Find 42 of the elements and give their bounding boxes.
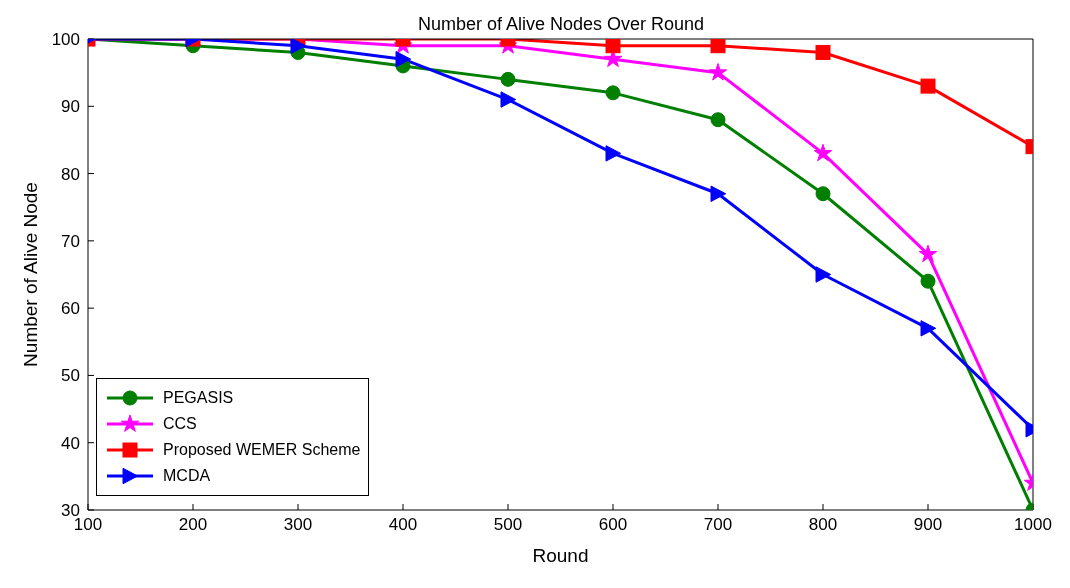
- point: [290, 39, 307, 54]
- x-tick-label: 800: [808, 515, 838, 535]
- point: [920, 273, 936, 289]
- x-tick-label: 600: [598, 515, 628, 535]
- point: [918, 244, 938, 263]
- x-tick-label: 200: [178, 515, 208, 535]
- point: [920, 320, 937, 337]
- x-tick-label: 500: [493, 515, 523, 535]
- point: [708, 63, 728, 81]
- legend-label: CCS: [163, 415, 197, 433]
- legend-label: PEGASIS: [163, 389, 234, 407]
- y-axis-title: Number of Alive Node: [19, 182, 41, 367]
- point: [605, 145, 622, 162]
- point: [710, 112, 726, 128]
- point: [395, 50, 412, 68]
- chart-title: Number of Alive Nodes Over Round: [416, 14, 706, 35]
- x-tick-label: 400: [388, 515, 418, 535]
- point: [500, 71, 516, 87]
- y-tick-label: 80: [61, 164, 80, 184]
- point: [500, 91, 517, 108]
- y-tick-label: 90: [61, 97, 80, 117]
- x-tick-label: 900: [913, 515, 943, 535]
- point: [710, 185, 727, 202]
- legend-label: Proposed WEMER Scheme: [163, 441, 361, 459]
- point: [815, 44, 831, 60]
- point: [710, 39, 726, 54]
- y-tick-label: 50: [61, 366, 80, 386]
- point: [920, 78, 936, 94]
- y-tick-label: 70: [61, 231, 80, 251]
- point: [813, 143, 833, 162]
- y-tick-label: 60: [61, 299, 80, 319]
- x-tick-label: 700: [703, 515, 733, 535]
- point: [605, 85, 621, 101]
- x-tick-label: 300: [283, 515, 313, 535]
- legend-label: MCDA: [163, 467, 211, 485]
- x-tick-label: 1000: [1014, 515, 1052, 535]
- y-tick-label: 40: [61, 433, 80, 453]
- x-axis-title: Round: [532, 545, 589, 566]
- y-tick-label: 100: [51, 30, 80, 50]
- point: [815, 266, 832, 283]
- point: [815, 186, 831, 202]
- point: [605, 39, 621, 54]
